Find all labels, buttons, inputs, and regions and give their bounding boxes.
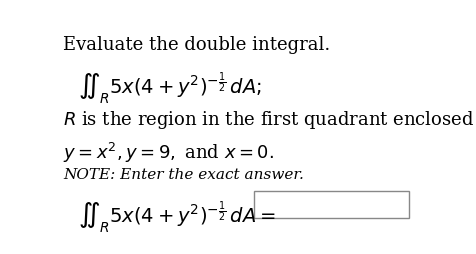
Text: NOTE: Enter the exact answer.: NOTE: Enter the exact answer.: [63, 167, 304, 181]
Bar: [253, 191, 408, 218]
Text: $\iint_R 5x(4+y^2)^{-\frac{1}{2}}\, dA;$: $\iint_R 5x(4+y^2)^{-\frac{1}{2}}\, dA;$: [78, 70, 261, 106]
Text: $y = x^2, y = 9,$ and $x = 0.$: $y = x^2, y = 9,$ and $x = 0.$: [63, 140, 274, 164]
Text: $R$ is the region in the first quadrant enclosed by: $R$ is the region in the first quadrant …: [63, 109, 476, 131]
Text: $\iint_R 5x(4+y^2)^{-\frac{1}{2}}\, dA =$: $\iint_R 5x(4+y^2)^{-\frac{1}{2}}\, dA =…: [78, 199, 275, 235]
Text: Evaluate the double integral.: Evaluate the double integral.: [63, 36, 330, 54]
